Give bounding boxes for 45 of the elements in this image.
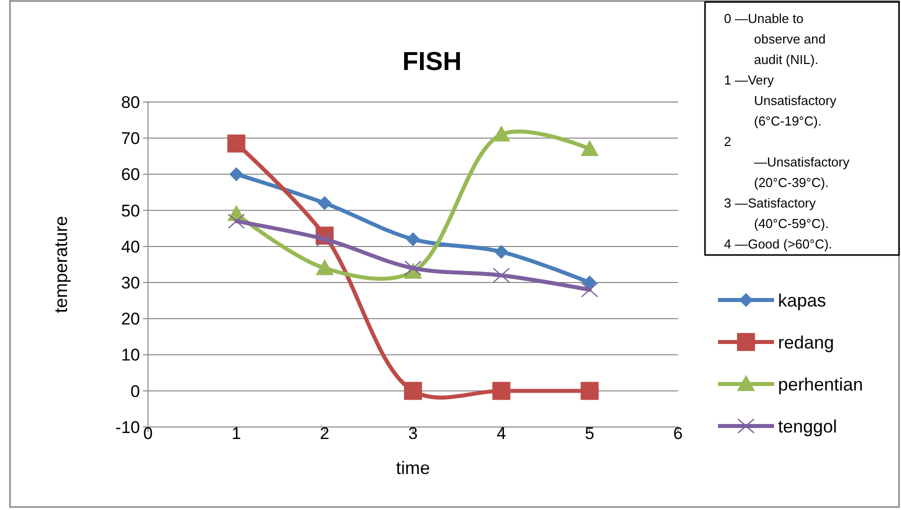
x-tick-label: 3 — [408, 424, 418, 443]
text: 0 —Unable to observe and audit (NIL). — [724, 11, 826, 67]
x-tick-label: 1 — [232, 424, 242, 443]
y-tick-label: 40 — [121, 237, 140, 256]
y-tick-label: 60 — [121, 165, 140, 184]
point — [492, 382, 510, 400]
legend-label: perhentian — [778, 374, 864, 394]
legend-label: kapas — [778, 290, 826, 310]
text: 4 —Good (>60°C). — [724, 236, 832, 252]
point — [404, 382, 422, 400]
legend-label: tenggol — [778, 416, 838, 436]
point — [494, 244, 508, 259]
point — [492, 268, 510, 283]
point — [227, 134, 246, 153]
y-tick-label: 70 — [121, 129, 140, 148]
point — [580, 140, 599, 156]
y-tick-label: 0 — [130, 382, 140, 401]
text: 3 —Satisfactory (40°C-59°C). — [724, 196, 829, 231]
y-tick-label: -10 — [115, 418, 140, 437]
x-tick-label: 4 — [496, 424, 506, 443]
point — [228, 214, 245, 229]
y-tick-label: 30 — [121, 274, 140, 293]
point — [582, 276, 597, 290]
y-tick-label: 80 — [121, 92, 140, 112]
x-tick-label: 5 — [584, 424, 594, 443]
x-tick-label: 2 — [320, 424, 330, 443]
legend-label: redang — [778, 332, 834, 352]
y-tick-label: 50 — [121, 201, 140, 220]
point — [406, 232, 420, 246]
y-tick-label: 10 — [121, 346, 140, 365]
chart-title: FISH — [402, 46, 462, 76]
text: 2 —Unsatisfactory (20°C-39°C). — [724, 134, 850, 190]
y-tick-label: 20 — [121, 310, 140, 329]
point — [580, 382, 599, 400]
y-axis-title: temperature — [51, 216, 71, 314]
x-tick-label: 0 — [143, 424, 153, 443]
point — [229, 167, 244, 182]
x-tick-label: 6 — [673, 424, 683, 443]
text: 1 —Very Unsatisfactory (6°C-19°C). — [724, 72, 837, 128]
point — [581, 282, 598, 298]
x-axis-title: time — [396, 458, 430, 478]
point — [316, 259, 334, 276]
point — [316, 232, 334, 247]
point — [318, 196, 332, 210]
point — [404, 260, 422, 276]
